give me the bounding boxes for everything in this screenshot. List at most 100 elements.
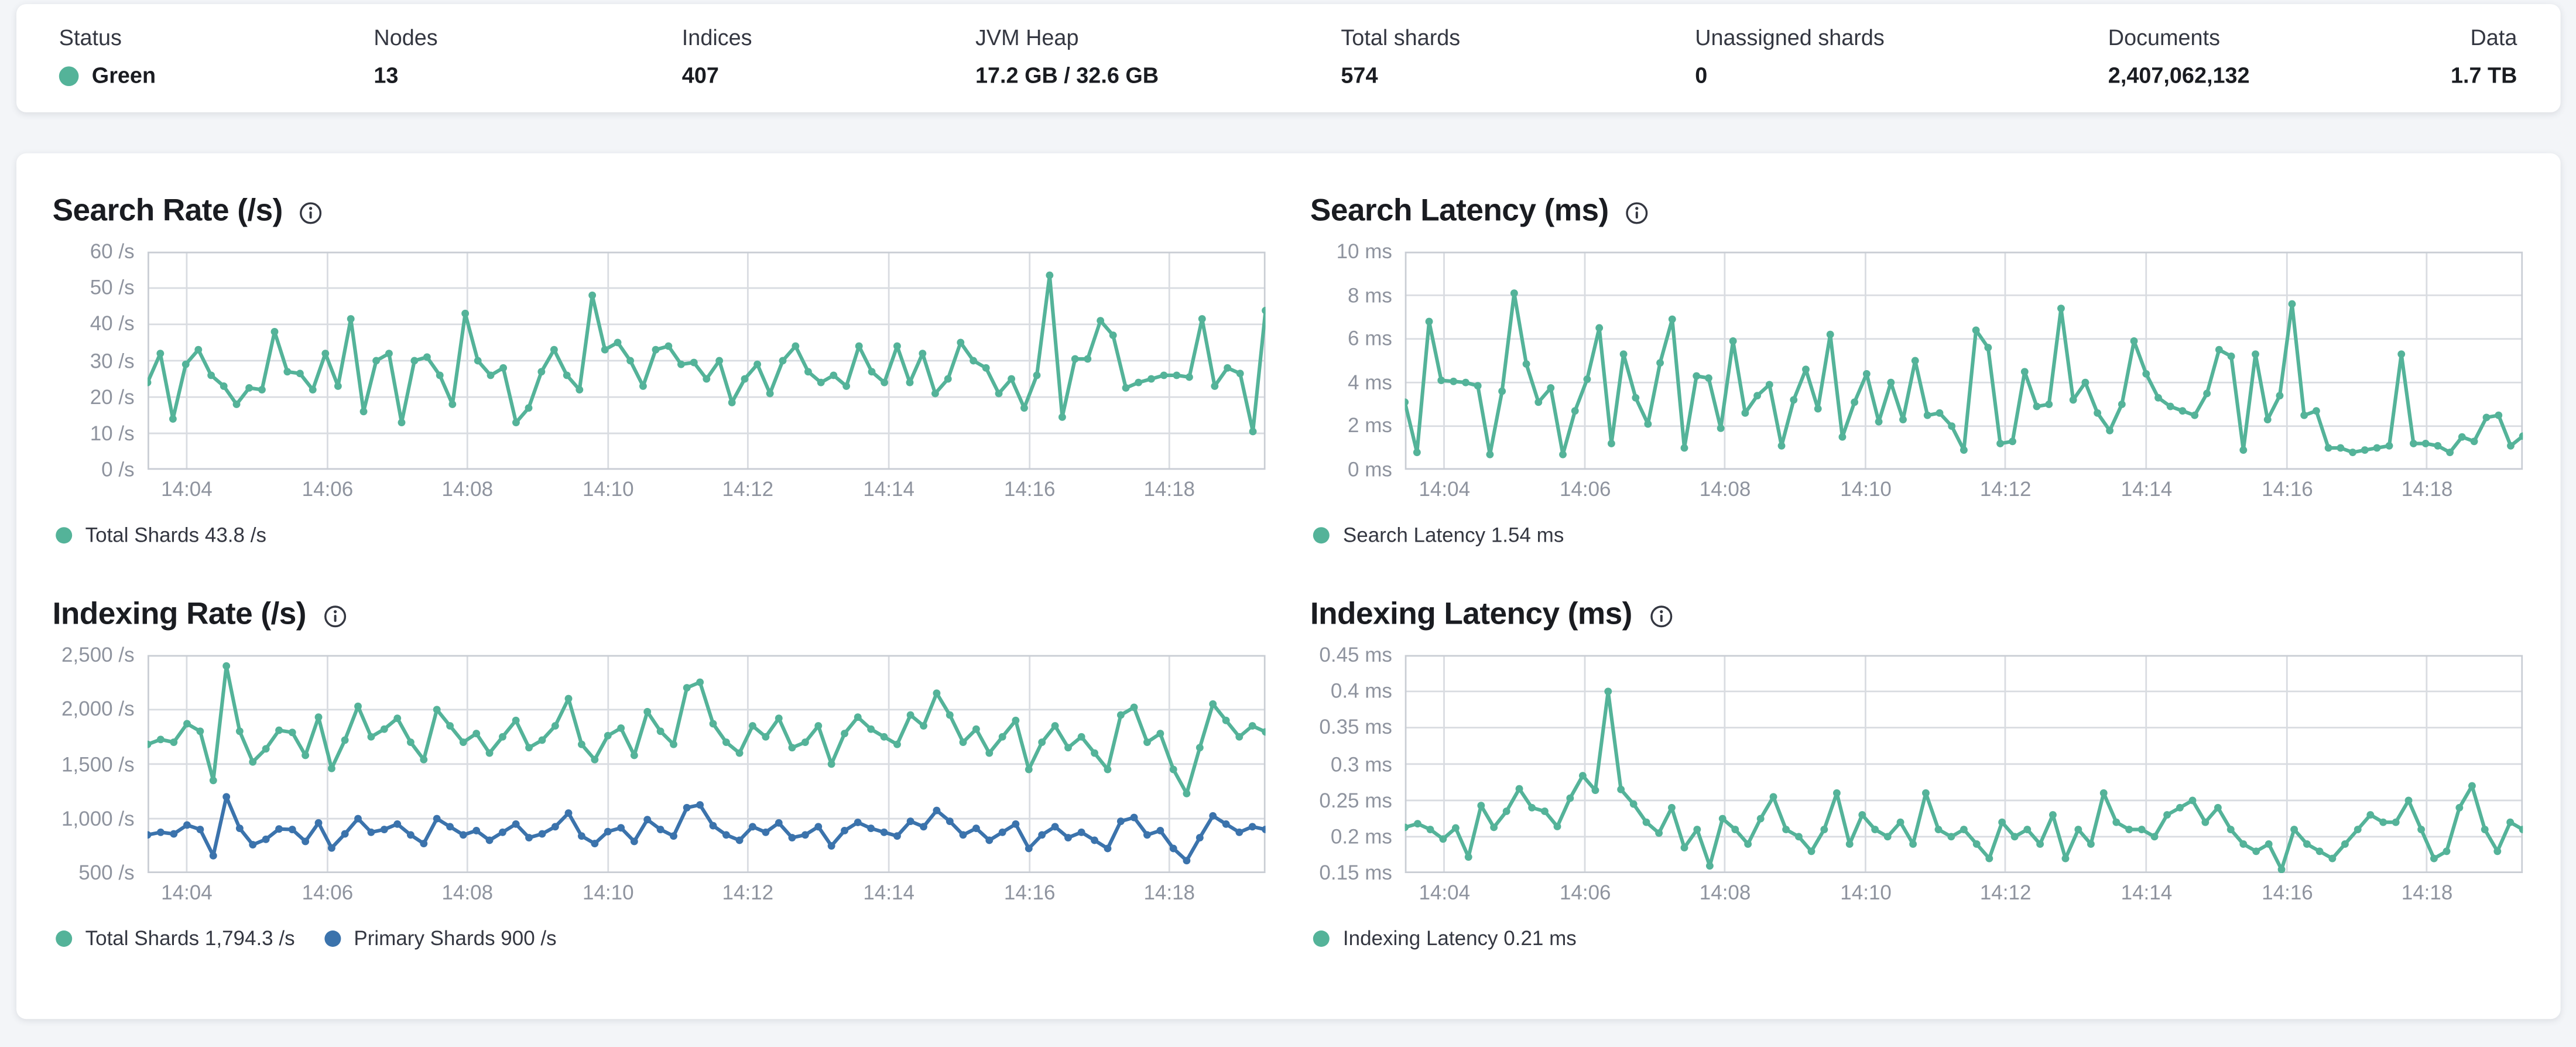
legend: Total Shards 1,794.3 /s Primary Shards 90… xyxy=(53,924,1266,953)
y-tick-label: 1,500 /s xyxy=(61,752,135,776)
stat-data: Data 1.7 TB xyxy=(2451,25,2517,89)
y-tick-label: 60 /s xyxy=(90,240,135,264)
x-tick-label: 14:14 xyxy=(863,478,914,501)
y-tick-label: 0 ms xyxy=(1348,458,1392,481)
x-tick-label: 14:04 xyxy=(161,881,213,905)
health-status-dot xyxy=(59,66,79,86)
y-tick-label: 10 ms xyxy=(1336,240,1392,264)
chart-title: Search Latency (ms) xyxy=(1310,194,1609,229)
chart-body: 0 /s 10 /s 20 /s 30 /s 40 /s 50 /s 60 /s 14:04… xyxy=(53,240,1270,506)
chart-indexing-rate: Indexing Rate (/s) 500 /s 1,000 /s 1,500 /… xyxy=(53,593,1270,953)
x-tick-label: 14:16 xyxy=(2262,881,2313,905)
chart-search-latency: Search Latency (ms) 0 ms 2 ms 4 ms 6 ms 8 ms… xyxy=(1310,189,2527,550)
plot-wrap: 14:04 14:06 14:08 14:10 14:12 14:14 14:16 14:18 xyxy=(143,251,1270,506)
info-icon[interactable] xyxy=(1649,603,1673,628)
stat-value: 2,407,062,132 xyxy=(2108,63,2250,88)
x-tick-label: 14:18 xyxy=(1143,881,1195,905)
x-tick-label: 14:06 xyxy=(1559,881,1611,905)
cluster-status-bar: Status Green Nodes 13 Indices 407 JVM He… xyxy=(16,4,2560,112)
info-icon[interactable] xyxy=(323,603,347,628)
stat-label: Indices xyxy=(681,25,752,50)
x-tick-label: 14:18 xyxy=(2401,881,2453,905)
x-axis: 14:04 14:06 14:08 14:10 14:12 14:14 14:16 14:18 xyxy=(148,873,1266,909)
y-axis: 0 ms 2 ms 4 ms 6 ms 8 ms 10 ms xyxy=(1310,240,1405,481)
x-tick-label: 14:08 xyxy=(441,478,494,501)
chart-title: Search Rate (/s) xyxy=(52,194,283,229)
y-tick-label: 0.35 ms xyxy=(1319,716,1392,740)
y-tick-label: 4 ms xyxy=(1348,371,1392,394)
plot-wrap: 14:04 14:06 14:08 14:10 14:12 14:14 14:16 14:18 xyxy=(1401,654,2527,909)
x-axis: 14:04 14:06 14:08 14:10 14:12 14:14 14:16 14:18 xyxy=(1405,873,2523,909)
x-tick-label: 14:08 xyxy=(441,881,494,905)
chart-search-rate: Search Rate (/s) 0 /s 10 /s 20 /s 30 /s 40 /… xyxy=(53,189,1270,550)
y-tick-label: 0.25 ms xyxy=(1319,789,1392,812)
y-tick-label: 2,000 /s xyxy=(61,698,135,721)
y-tick-label: 50 /s xyxy=(90,276,135,300)
legend: Indexing Latency 0.21 ms xyxy=(1310,924,2524,953)
x-tick-label: 14:18 xyxy=(1143,478,1195,501)
x-tick-label: 14:18 xyxy=(2401,478,2453,501)
y-tick-label: 0.4 ms xyxy=(1330,680,1392,703)
legend-dot xyxy=(324,930,341,947)
legend-item: Search Latency 1.54 ms xyxy=(1313,524,1564,547)
search-rate-plot[interactable] xyxy=(143,251,1270,471)
chart-header: Indexing Rate (/s) xyxy=(53,593,1266,638)
status-value-text: Green xyxy=(91,63,156,88)
stat-label: Nodes xyxy=(374,25,438,50)
x-tick-label: 14:04 xyxy=(161,478,213,501)
info-icon[interactable] xyxy=(299,200,324,225)
x-tick-label: 14:14 xyxy=(2121,881,2173,905)
y-tick-label: 0 /s xyxy=(101,458,135,481)
stat-documents: Documents 2,407,062,132 xyxy=(2108,25,2451,89)
stack-monitoring-overview: Status Green Nodes 13 Indices 407 JVM He… xyxy=(0,4,2576,1047)
x-tick-label: 14:08 xyxy=(1699,881,1751,905)
stat-unassigned-shards: Unassigned shards 0 xyxy=(1695,25,2108,89)
legend: Search Latency 1.54 ms xyxy=(1310,521,2524,550)
y-tick-label: 6 ms xyxy=(1348,327,1392,351)
indexing-latency-plot[interactable] xyxy=(1401,654,2527,874)
chart-body: 500 /s 1,000 /s 1,500 /s 2,000 /s 2,500 /s 1… xyxy=(53,644,1270,909)
y-tick-label: 0.15 ms xyxy=(1319,861,1392,885)
y-tick-label: 20 /s xyxy=(90,385,135,409)
search-rate-svg xyxy=(143,251,1270,471)
x-tick-label: 14:04 xyxy=(1419,478,1471,501)
chart-body: 0 ms 2 ms 4 ms 6 ms 8 ms 10 ms 14:04 14:06 14:0… xyxy=(1310,240,2527,506)
metrics-panel: Search Rate (/s) 0 /s 10 /s 20 /s 30 /s 40 /… xyxy=(16,153,2560,1019)
x-tick-label: 14:06 xyxy=(302,478,354,501)
x-tick-label: 14:14 xyxy=(2121,478,2173,501)
x-tick-label: 14:10 xyxy=(1840,881,1892,905)
legend-dot xyxy=(1313,930,1330,947)
x-tick-label: 14:10 xyxy=(1840,478,1892,501)
x-tick-label: 14:10 xyxy=(583,478,634,501)
indexing-rate-svg xyxy=(143,654,1270,874)
search-latency-svg xyxy=(1401,251,2527,471)
x-tick-label: 14:12 xyxy=(722,478,774,501)
x-tick-label: 14:06 xyxy=(1559,478,1611,501)
stat-value: 407 xyxy=(681,63,719,88)
y-tick-label: 500 /s xyxy=(78,861,135,885)
search-latency-plot[interactable] xyxy=(1401,251,2527,471)
x-tick-label: 14:12 xyxy=(1979,478,2032,501)
x-tick-label: 14:16 xyxy=(2262,478,2313,501)
legend-dot xyxy=(56,930,73,947)
x-tick-label: 14:16 xyxy=(1003,881,1056,905)
x-axis: 14:04 14:06 14:08 14:10 14:12 14:14 14:16 14:18 xyxy=(1405,470,2523,506)
stat-label: JVM Heap xyxy=(975,25,1079,50)
stat-value: 17.2 GB / 32.6 GB xyxy=(975,63,1159,88)
x-tick-label: 14:12 xyxy=(1979,881,2032,905)
info-icon[interactable] xyxy=(1625,200,1650,225)
chart-header: Indexing Latency (ms) xyxy=(1310,593,2524,638)
chart-header: Search Latency (ms) xyxy=(1310,189,2524,235)
charts-grid: Search Rate (/s) 0 /s 10 /s 20 /s 30 /s 40 /… xyxy=(53,189,2527,953)
indexing-rate-plot[interactable] xyxy=(143,654,1270,874)
y-axis: 500 /s 1,000 /s 1,500 /s 2,000 /s 2,500 /s xyxy=(53,644,148,885)
stat-value: 13 xyxy=(374,63,399,88)
y-axis: 0.15 ms 0.2 ms 0.25 ms 0.3 ms 0.35 ms 0.4 ms 0… xyxy=(1310,644,1405,885)
stat-label: Data xyxy=(2470,25,2517,50)
chart-header: Search Rate (/s) xyxy=(53,189,1266,235)
legend-item: Indexing Latency 0.21 ms xyxy=(1313,927,1577,950)
stat-total-shards: Total shards 574 xyxy=(1341,25,1695,89)
plot-wrap: 14:04 14:06 14:08 14:10 14:12 14:14 14:16 14:18 xyxy=(1401,251,2527,506)
x-tick-label: 14:06 xyxy=(302,881,354,905)
legend-item: Primary Shards 900 /s xyxy=(324,927,557,950)
